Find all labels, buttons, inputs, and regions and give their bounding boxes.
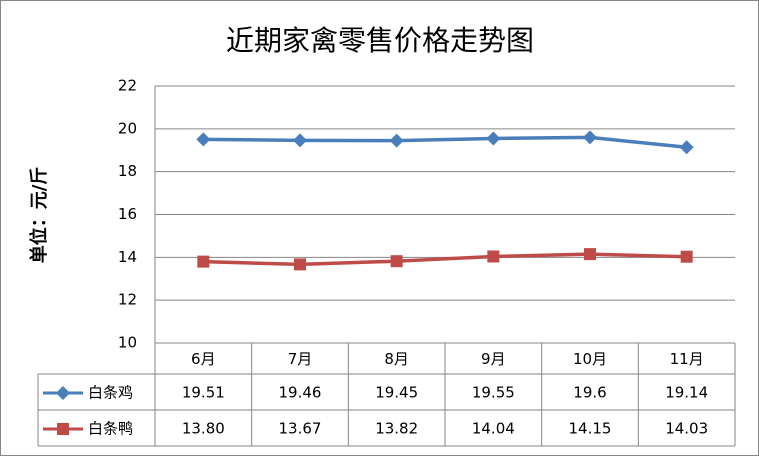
data-label: 19.45 bbox=[375, 384, 418, 402]
marker bbox=[294, 258, 306, 271]
data-label: 14.15 bbox=[569, 420, 612, 438]
marker bbox=[389, 133, 404, 148]
x-tick-label: 7月 bbox=[288, 350, 313, 368]
y-tick-label: 16 bbox=[118, 205, 137, 223]
data-label: 19.55 bbox=[472, 384, 515, 402]
data-label: 14.04 bbox=[472, 420, 515, 438]
marker bbox=[584, 248, 596, 261]
marker bbox=[293, 133, 307, 148]
marker bbox=[197, 255, 210, 268]
y-axis-label: 单位：元/斤 bbox=[28, 167, 50, 264]
marker bbox=[390, 255, 403, 268]
marker bbox=[680, 250, 693, 263]
data-label: 19.46 bbox=[279, 384, 322, 402]
data-label: 13.67 bbox=[279, 420, 322, 438]
marker bbox=[56, 386, 70, 400]
data-label: 19.14 bbox=[665, 384, 708, 402]
x-tick-label: 6月 bbox=[191, 350, 216, 368]
y-tick-label: 14 bbox=[118, 248, 137, 266]
marker bbox=[679, 140, 694, 155]
data-label: 13.80 bbox=[182, 420, 225, 438]
legend-label: 白条鸡 bbox=[88, 384, 133, 402]
x-tick-label: 8月 bbox=[384, 350, 409, 368]
y-tick-label: 12 bbox=[118, 291, 137, 309]
marker bbox=[486, 131, 501, 146]
y-tick-label: 22 bbox=[118, 77, 137, 95]
data-label: 19.51 bbox=[182, 384, 225, 402]
line bbox=[203, 135, 687, 149]
marker bbox=[196, 132, 211, 147]
marker bbox=[583, 130, 597, 145]
marker bbox=[487, 250, 500, 263]
data-label: 14.03 bbox=[665, 420, 708, 438]
y-tick-label: 18 bbox=[118, 162, 137, 180]
line bbox=[203, 252, 687, 267]
x-tick-label: 11月 bbox=[670, 350, 704, 368]
data-label: 13.82 bbox=[375, 420, 418, 438]
legend-label: 白条鸭 bbox=[88, 420, 133, 438]
y-tick-label: 10 bbox=[118, 334, 137, 352]
x-tick-label: 10月 bbox=[573, 350, 607, 368]
data-label: 19.6 bbox=[573, 384, 606, 402]
chart-title: 近期家禽零售价格走势图 bbox=[226, 24, 534, 57]
y-tick-label: 20 bbox=[118, 119, 137, 137]
x-tick-label: 9月 bbox=[481, 350, 506, 368]
marker bbox=[57, 423, 69, 435]
